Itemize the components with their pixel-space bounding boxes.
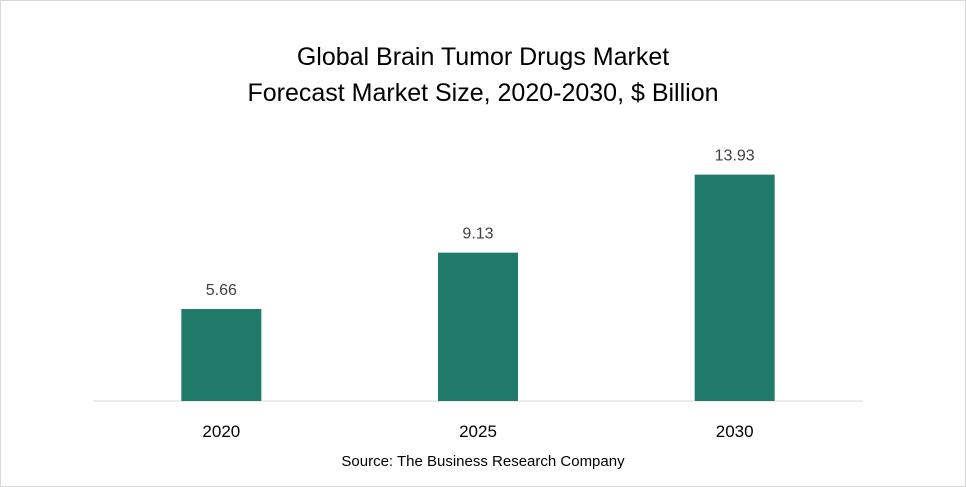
- bar-2030: [694, 174, 775, 401]
- x-tick-label-2025: 2025: [459, 422, 497, 441]
- bar-2020: [181, 309, 262, 401]
- bar-2025: [438, 252, 518, 401]
- data-label-2030: 13.93: [715, 148, 755, 165]
- chart-title-line1: Global Brain Tumor Drugs Market: [296, 43, 670, 71]
- data-label-2020: 5.66: [206, 282, 237, 299]
- x-tick-label-2030: 2030: [716, 422, 754, 441]
- chart-title: Global Brain Tumor Drugs Market Forecast…: [1, 39, 965, 111]
- chart-title-line2: Forecast Market Size, 2020-2030, $ Billi…: [247, 79, 719, 107]
- x-tick-label-2020: 2020: [202, 422, 240, 441]
- data-label-2025: 9.13: [462, 226, 493, 243]
- chart-source: Source: The Business Research Company: [341, 453, 625, 470]
